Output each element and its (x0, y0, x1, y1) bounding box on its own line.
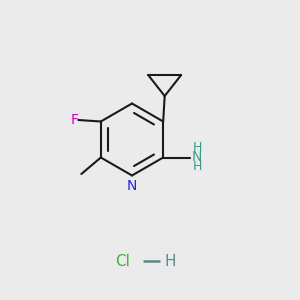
Text: H: H (165, 254, 176, 268)
Text: N: N (192, 150, 202, 164)
Text: H: H (193, 141, 202, 154)
Text: N: N (127, 179, 137, 193)
Text: F: F (71, 113, 79, 127)
Text: H: H (193, 160, 202, 173)
Text: Cl: Cl (116, 254, 130, 268)
